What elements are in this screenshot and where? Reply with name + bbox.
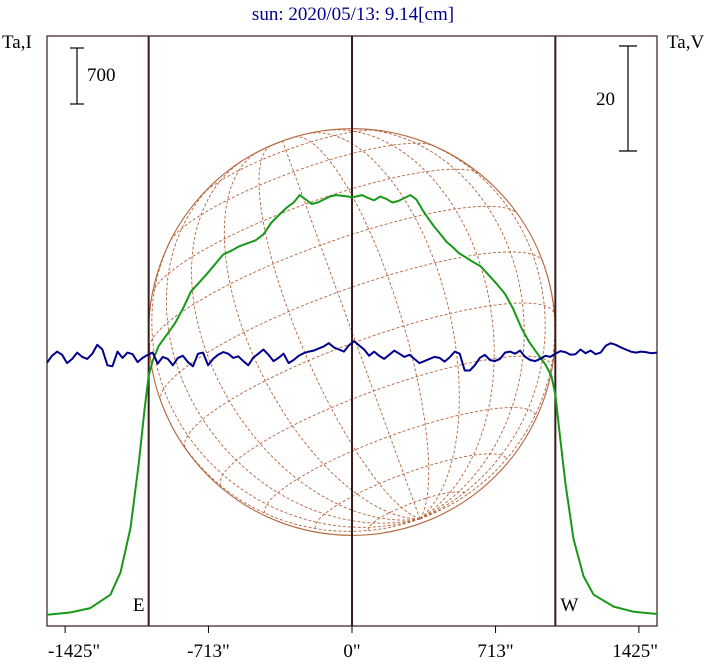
latitude-line <box>152 168 480 293</box>
longitude-line <box>282 140 421 520</box>
longitude-line <box>191 160 421 521</box>
longitude-line <box>151 230 421 528</box>
x-tick-label: -713" <box>187 641 230 662</box>
latitude-line <box>219 355 552 486</box>
longitude-line <box>325 129 495 520</box>
west-limb-label: W <box>560 595 578 616</box>
polarization-series-line <box>46 340 658 372</box>
left-scale-bar: 700 <box>70 47 116 105</box>
latitude-line <box>170 142 432 241</box>
right-scale-bar: 20 <box>596 45 637 152</box>
left-scale-bar-label: 700 <box>87 65 116 86</box>
right-scale-bar-label: 20 <box>596 89 615 110</box>
longitude-line <box>354 128 525 520</box>
x-tick-label: -1425" <box>48 641 100 662</box>
latitude-line <box>253 132 313 155</box>
x-axis-tick-labels: -1425" -713" 0" 713" 1425" <box>48 641 658 662</box>
left-axis-label: Ta,I <box>2 32 32 53</box>
solar-disk-grid <box>147 36 557 626</box>
series-layer <box>46 194 658 616</box>
latitude-line <box>184 302 555 448</box>
right-axis-label: Ta,V <box>667 32 704 53</box>
latitude-line <box>264 407 536 514</box>
x-axis-ticks <box>64 626 640 633</box>
intensity-series-line <box>46 194 658 616</box>
longitude-line <box>223 151 421 520</box>
longitude-line <box>307 132 460 520</box>
x-tick-label: 1425" <box>612 641 658 662</box>
east-limb-label: E <box>133 595 145 616</box>
scale-bars: 700 20 <box>70 45 637 152</box>
x-tick-label: 713" <box>477 641 513 662</box>
longitude-line <box>419 140 546 520</box>
chart-title: sun: 2020/05/13: 9.14[cm] <box>252 4 454 25</box>
x-tick-label: 0" <box>343 641 360 662</box>
